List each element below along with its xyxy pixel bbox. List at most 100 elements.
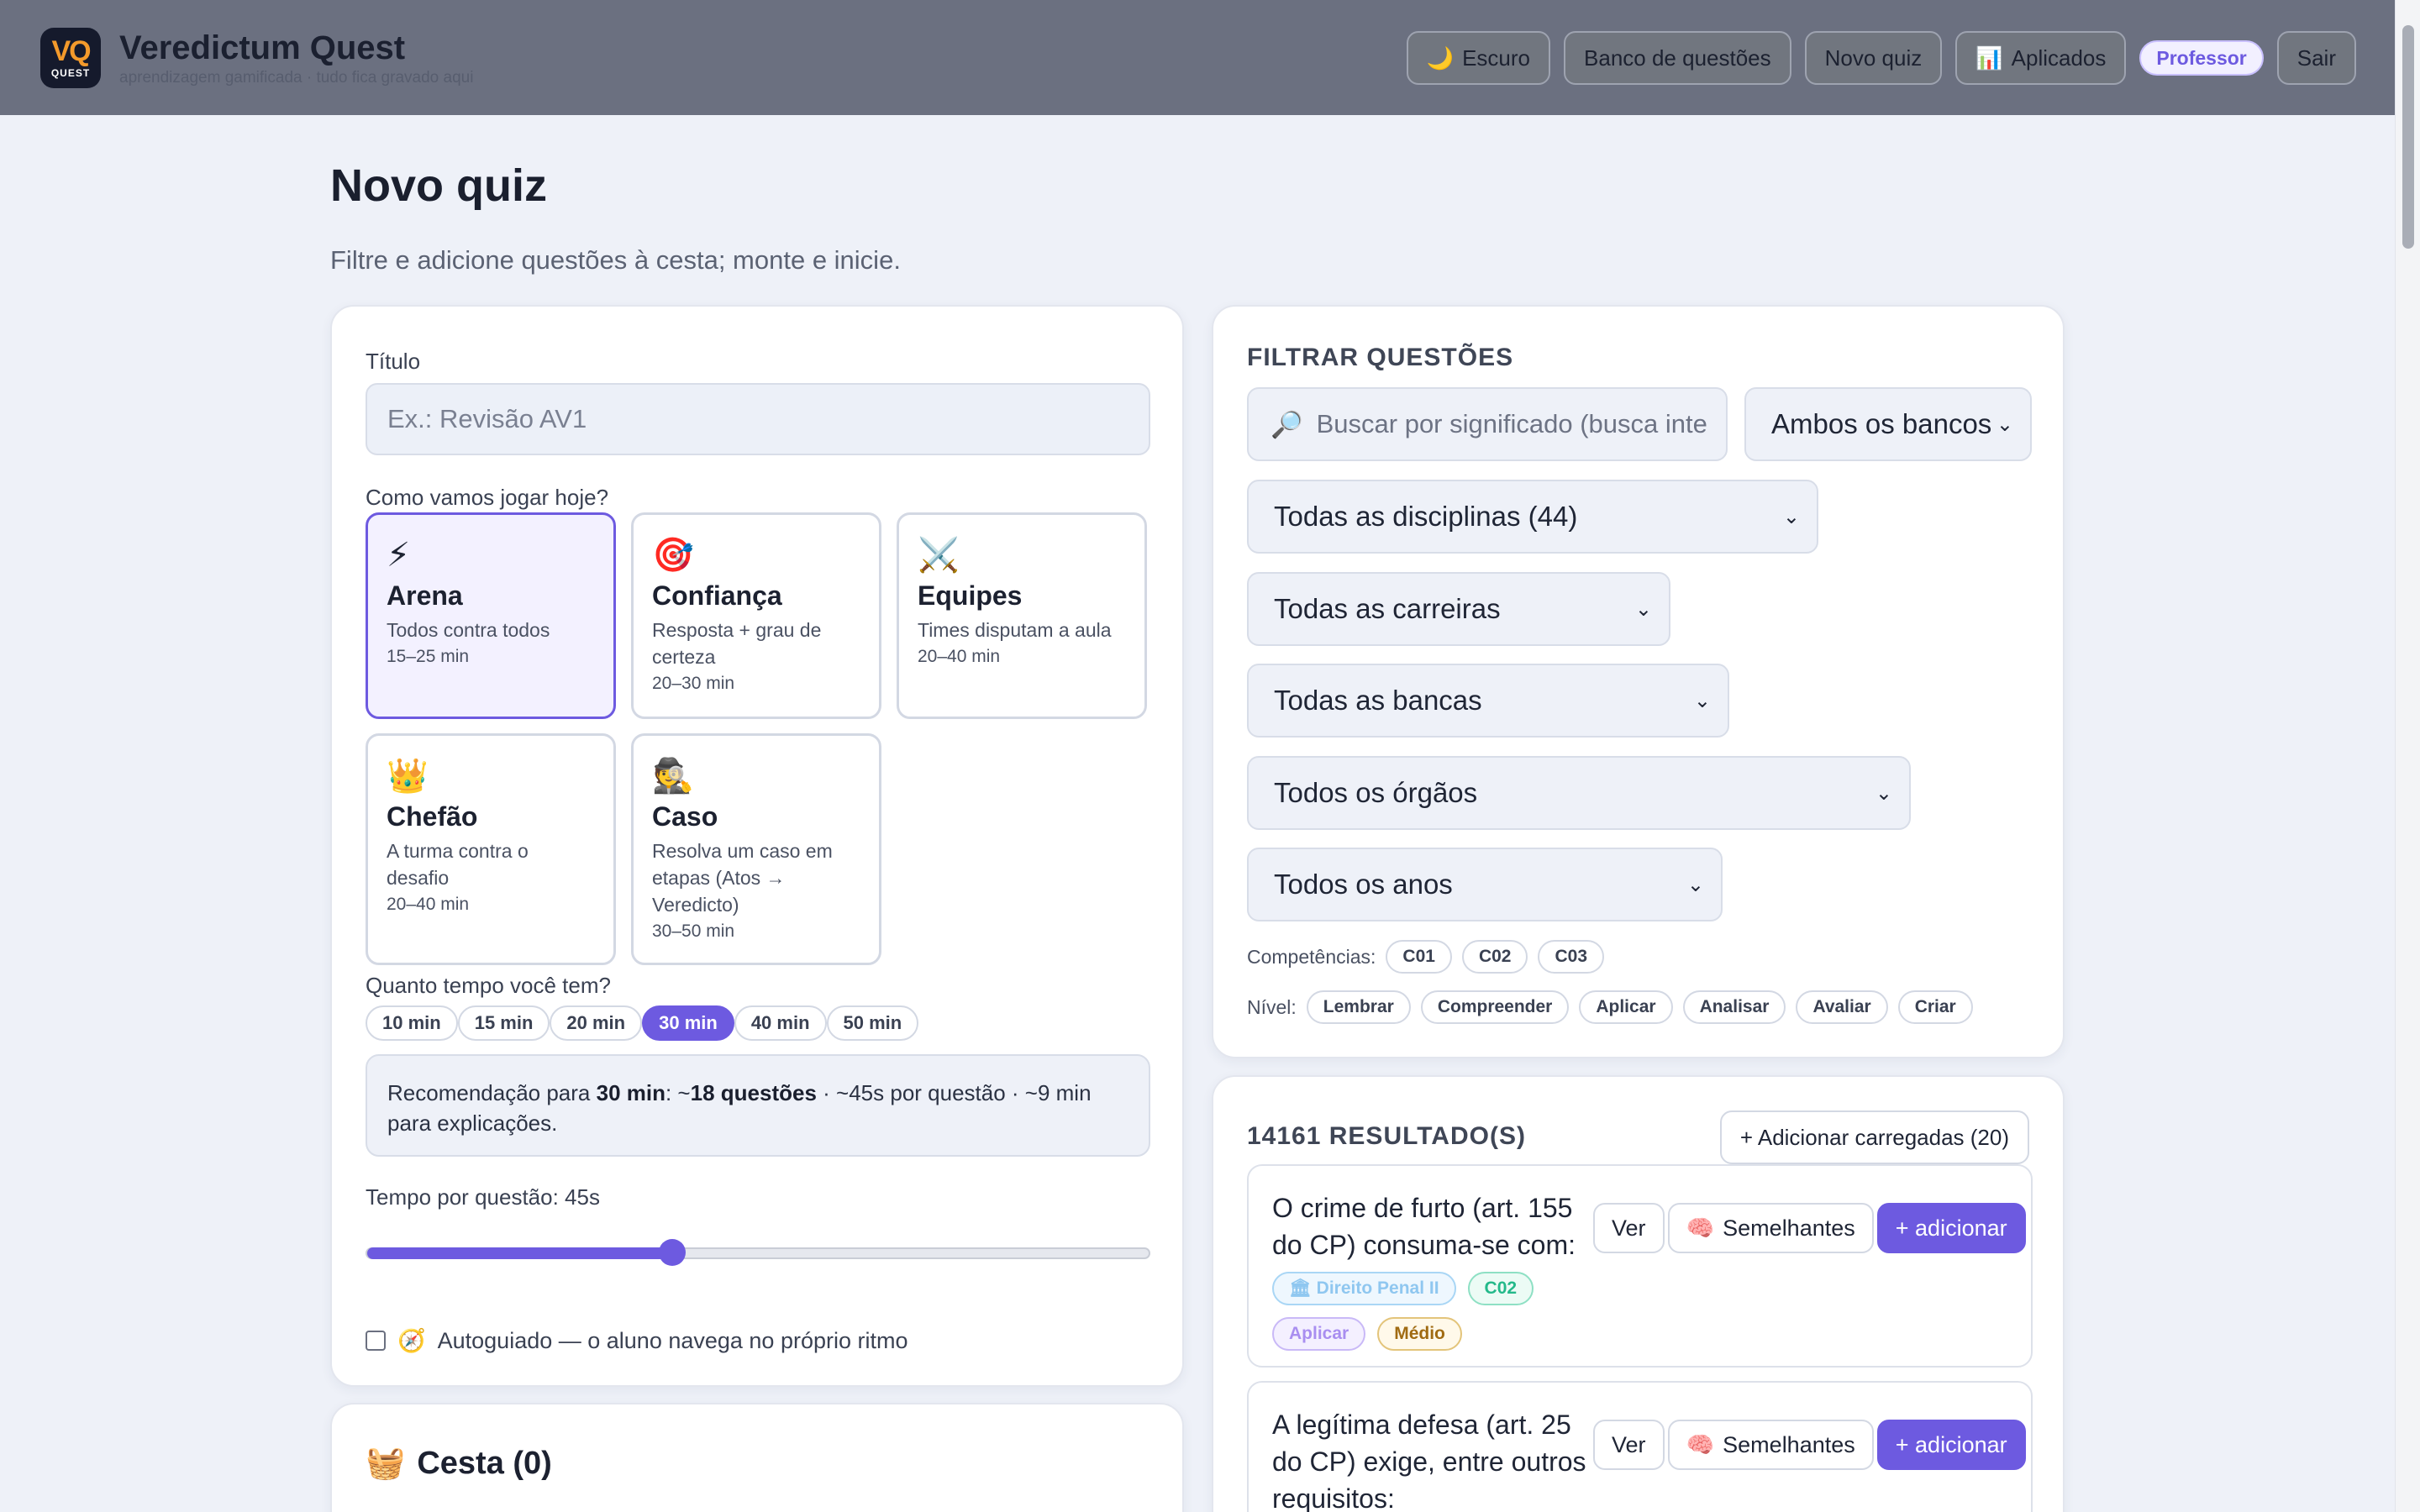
chevron-down-icon: ⌄ bbox=[1875, 782, 1892, 805]
add-question-button[interactable]: + adicionar bbox=[1876, 1203, 2026, 1253]
similar-button[interactable]: 🧠 Semelhantes bbox=[1667, 1203, 1874, 1253]
time-option-30[interactable]: 30 min bbox=[642, 1005, 734, 1041]
compass-icon: 🧭 bbox=[397, 1328, 426, 1353]
question-actions: Ver 🧠 Semelhantes + adicionar bbox=[1593, 1420, 2026, 1470]
bank-select-value: Ambos os bancos bbox=[1771, 408, 1992, 439]
mode-desc: Todos contra todos bbox=[387, 619, 550, 641]
modes-label: Como vamos jogar hoje? bbox=[366, 485, 609, 510]
level-lembrar[interactable]: Lembrar bbox=[1306, 990, 1411, 1024]
basket-title: Cesta (0) bbox=[417, 1445, 552, 1481]
bank-select[interactable]: Ambos os bancos ⌄ bbox=[1744, 387, 2032, 461]
bar-chart-icon: 📊 bbox=[1975, 45, 2003, 71]
reco-sep: : ~ bbox=[665, 1080, 691, 1105]
level-compreender[interactable]: Compreender bbox=[1420, 990, 1570, 1024]
level-tag: Aplicar bbox=[1272, 1317, 1366, 1351]
level-aplicar[interactable]: Aplicar bbox=[1579, 990, 1673, 1024]
app-title: Veredictum Quest bbox=[119, 29, 406, 66]
top-header: VQ QUEST Veredictum Quest aprendizagem g… bbox=[0, 0, 2395, 115]
view-button[interactable]: Ver bbox=[1593, 1203, 1665, 1253]
discipline-tag: 🏛 Direito Penal II bbox=[1272, 1272, 1456, 1305]
organ-select[interactable]: Todos os órgãos ⌄ bbox=[1247, 756, 1911, 830]
logo-mark: VQ bbox=[51, 34, 91, 67]
time-label: Quanto tempo você tem? bbox=[366, 973, 611, 998]
applied-button[interactable]: 📊 Aplicados bbox=[1955, 31, 2127, 85]
mode-card-equipes[interactable]: ⚔️ Equipes Times disputam a aula 20–40 m… bbox=[897, 512, 1147, 719]
similar-label: Semelhantes bbox=[1723, 1215, 1855, 1241]
building-icon: 🏛 bbox=[1289, 1278, 1312, 1298]
self-paced-checkbox[interactable] bbox=[366, 1331, 386, 1351]
logout-button[interactable]: Sair bbox=[2276, 31, 2356, 85]
mode-time: 20–40 min bbox=[387, 895, 470, 914]
page-scrollbar[interactable] bbox=[2395, 0, 2420, 1512]
time-option-20[interactable]: 20 min bbox=[550, 1005, 643, 1041]
question-actions: Ver 🧠 Semelhantes + adicionar bbox=[1593, 1203, 2026, 1253]
moon-icon: 🌙 bbox=[1426, 45, 1455, 71]
time-option-15[interactable]: 15 min bbox=[457, 1005, 550, 1041]
scrollbar-thumb[interactable] bbox=[2402, 25, 2414, 249]
app-subtitle: aprendizagem gamificada · tudo fica grav… bbox=[119, 68, 474, 87]
competency-c01[interactable]: C01 bbox=[1386, 940, 1452, 974]
add-question-button[interactable]: + adicionar bbox=[1876, 1420, 2026, 1470]
per-question-slider[interactable] bbox=[366, 1239, 1150, 1266]
page-subtitle: Filtre e adicione questões à cesta; mont… bbox=[330, 245, 901, 275]
question-bank-button[interactable]: Banco de questões bbox=[1564, 31, 1791, 85]
reco-time: 30 min bbox=[596, 1080, 666, 1105]
mode-desc: A turma contra o desafio bbox=[387, 840, 529, 889]
basket-icon: 🧺 bbox=[366, 1446, 406, 1481]
brain-icon: 🧠 bbox=[1686, 1432, 1715, 1457]
app-logo: VQ QUEST bbox=[40, 27, 101, 88]
level-analisar[interactable]: Analisar bbox=[1682, 990, 1786, 1024]
question-text: O crime de furto (art. 155 do CP) consum… bbox=[1272, 1193, 1576, 1260]
new-quiz-button[interactable]: Novo quiz bbox=[1804, 31, 1943, 85]
board-select[interactable]: Todas as bancas ⌄ bbox=[1247, 664, 1729, 738]
brain-icon: 🧠 bbox=[1686, 1215, 1715, 1241]
top-nav: 🌙 Escuro Banco de questões Novo quiz 📊 A… bbox=[1406, 31, 2356, 85]
level-avaliar[interactable]: Avaliar bbox=[1796, 990, 1888, 1024]
mode-time: 20–40 min bbox=[918, 647, 1001, 666]
mode-time: 20–30 min bbox=[652, 674, 735, 693]
mode-card-caso[interactable]: 🕵️ Caso Resolva um caso em etapas (Atos … bbox=[631, 733, 881, 965]
search-icon: 🔎 bbox=[1270, 409, 1303, 439]
brand[interactable]: VQ QUEST Veredictum Quest aprendizagem g… bbox=[40, 27, 474, 88]
chevron-down-icon: ⌄ bbox=[1686, 874, 1704, 896]
chevron-down-icon: ⌄ bbox=[1634, 598, 1652, 621]
discipline-tag-label: Direito Penal II bbox=[1316, 1278, 1439, 1298]
time-options: 10 min 15 min 20 min 30 min 40 min 50 mi… bbox=[366, 1005, 919, 1041]
filter-title: FILTRAR QUESTÕES bbox=[1247, 344, 1514, 371]
difficulty-tag: Médio bbox=[1377, 1317, 1462, 1351]
slider-thumb[interactable] bbox=[658, 1239, 686, 1266]
recommendation-box: Recomendação para 30 min: ~18 questões ·… bbox=[366, 1054, 1150, 1157]
question-tags: 🏛 Direito Penal II C02 Aplicar Médio bbox=[1272, 1272, 1575, 1351]
self-paced-option[interactable]: 🧭 Autoguiado — o aluno navega no próprio… bbox=[366, 1327, 908, 1354]
add-loaded-button[interactable]: + Adicionar carregadas (20) bbox=[1719, 1110, 2029, 1164]
competency-c02[interactable]: C02 bbox=[1461, 940, 1528, 974]
search-input[interactable]: 🔎 Buscar por significado (busca inte bbox=[1247, 387, 1728, 461]
title-input[interactable] bbox=[366, 383, 1150, 455]
competency-c03[interactable]: C03 bbox=[1538, 940, 1605, 974]
chevron-down-icon: ⌄ bbox=[1782, 506, 1800, 528]
search-placeholder: Buscar por significado (busca inte bbox=[1316, 409, 1707, 438]
mode-desc: Times disputam a aula bbox=[918, 619, 1112, 641]
mode-time: 15–25 min bbox=[387, 647, 470, 666]
view-button[interactable]: Ver bbox=[1593, 1420, 1665, 1470]
career-select[interactable]: Todas as carreiras ⌄ bbox=[1247, 572, 1670, 646]
year-select[interactable]: Todos os anos ⌄ bbox=[1247, 848, 1723, 921]
role-badge: Professor bbox=[2139, 40, 2264, 76]
mode-card-arena[interactable]: ⚡ Arena Todos contra todos 15–25 min bbox=[366, 512, 616, 719]
mode-card-chefao[interactable]: 👑 Chefão A turma contra o desafio 20–40 … bbox=[366, 733, 616, 965]
similar-button[interactable]: 🧠 Semelhantes bbox=[1667, 1420, 1874, 1470]
time-option-10[interactable]: 10 min bbox=[366, 1005, 458, 1041]
quiz-setup-card: Título Como vamos jogar hoje? ⚡ Arena To… bbox=[330, 305, 1184, 1387]
mode-card-confianca[interactable]: 🎯 Confiança Resposta + grau de certeza 2… bbox=[631, 512, 881, 719]
mode-name: Equipes bbox=[918, 580, 1023, 611]
time-option-40[interactable]: 40 min bbox=[734, 1005, 827, 1041]
career-select-value: Todas as carreiras bbox=[1274, 593, 1501, 624]
mode-desc: Resolva um caso em etapas (Atos → Veredi… bbox=[652, 840, 833, 916]
level-criar[interactable]: Criar bbox=[1897, 990, 1973, 1024]
board-select-value: Todas as bancas bbox=[1274, 685, 1482, 716]
competencies-row: Competências: C01 C02 C03 bbox=[1247, 940, 1605, 974]
discipline-select[interactable]: Todas as disciplinas (44) ⌄ bbox=[1247, 480, 1818, 554]
dark-mode-button[interactable]: 🌙 Escuro bbox=[1406, 31, 1551, 85]
time-option-50[interactable]: 50 min bbox=[826, 1005, 919, 1041]
self-paced-label: Autoguiado — o aluno navega no próprio r… bbox=[437, 1327, 908, 1353]
